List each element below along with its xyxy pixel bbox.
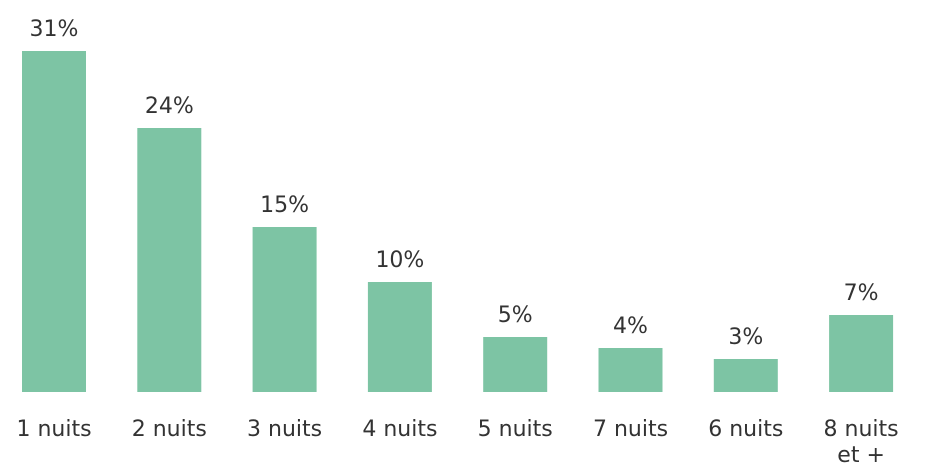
category-label: 2 nuits [132,417,207,442]
bar [137,128,202,392]
bar [483,337,548,392]
value-label: 24% [145,94,194,119]
bar [829,315,894,392]
value-label: 4% [613,314,648,339]
value-label: 31% [30,17,79,42]
category-label: 4 nuits [362,417,437,442]
category-label: 8 nuits [824,417,899,442]
value-label: 10% [375,248,424,273]
value-label: 3% [728,325,763,350]
category-label: 5 nuits [478,417,553,442]
bar [252,227,317,392]
category-label: 3 nuits [247,417,322,442]
category-label: et + [837,443,885,468]
bar [22,51,86,392]
value-label: 15% [260,193,309,218]
category-label: 7 nuits [593,417,668,442]
value-label: 7% [844,281,879,306]
category-label: 6 nuits [708,417,783,442]
bar [367,282,432,392]
bar [713,359,778,392]
bar [598,348,663,392]
value-label: 5% [498,303,533,328]
category-label: 1 nuits [16,417,91,442]
